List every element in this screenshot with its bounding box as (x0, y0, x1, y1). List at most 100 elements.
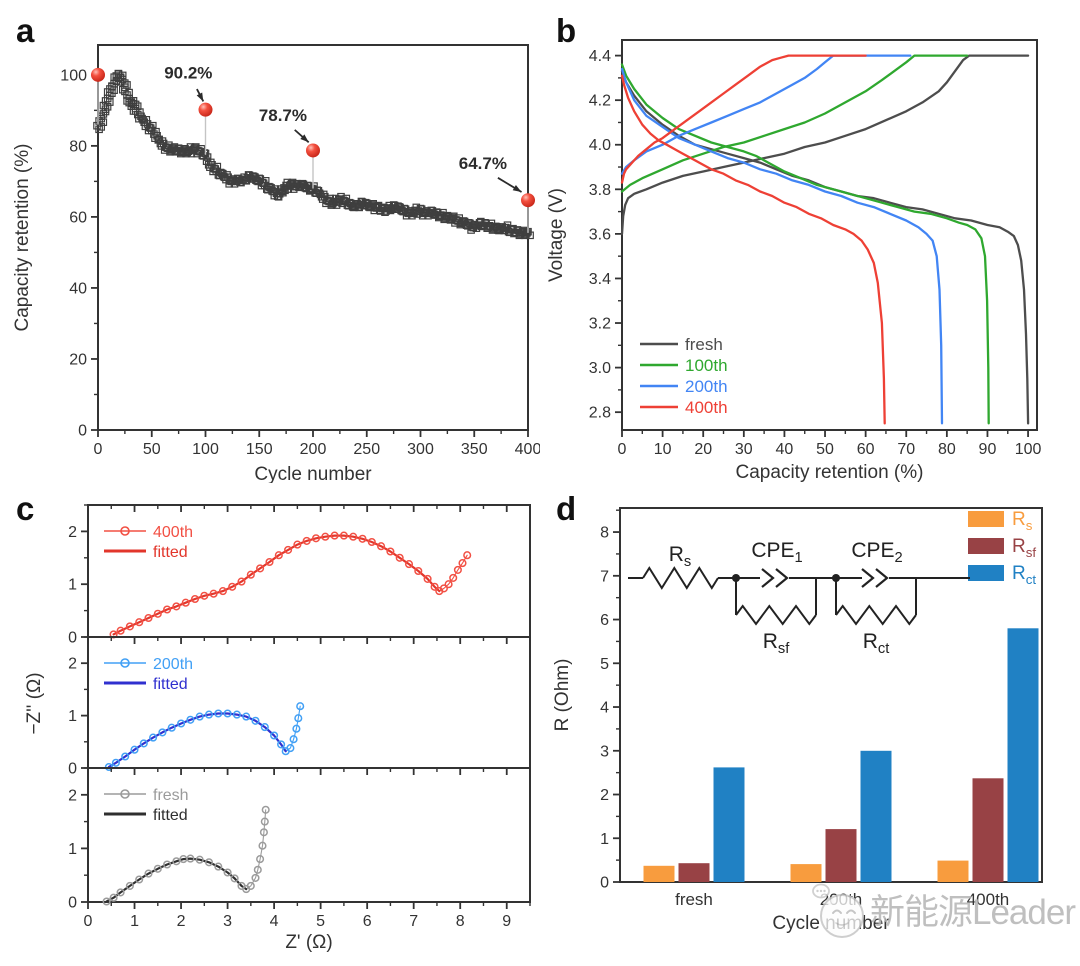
svg-text:CPE2: CPE2 (851, 539, 902, 566)
svg-text:400th: 400th (153, 524, 193, 541)
svg-text:64.7%: 64.7% (459, 154, 507, 173)
equivalent-circuit-inset: Rs CPE1 CPE2 Rsf Rct (628, 539, 970, 657)
svg-text:5: 5 (316, 913, 325, 930)
svg-text:Cycle number: Cycle number (772, 913, 890, 934)
svg-text:10: 10 (654, 441, 672, 458)
svg-text:30: 30 (735, 441, 753, 458)
panel-label-b: b (556, 12, 577, 49)
svg-text:2: 2 (68, 524, 77, 541)
nyquist-400th: 0 1 2 400th fitted (68, 504, 531, 647)
svg-text:fitted: fitted (153, 676, 188, 693)
panel-label-c: c (16, 490, 35, 527)
panel-c-axes: −Z'' (Ω) Z' (Ω) (24, 672, 333, 953)
svg-text:3: 3 (223, 913, 232, 930)
panel-d-legend: Rs Rsf Rct (968, 509, 1036, 587)
retention-annotations: 90.2% 78.7% 64.7% (164, 63, 523, 193)
svg-text:Capacity retention (%): Capacity retention (%) (736, 462, 924, 483)
svg-text:8: 8 (456, 913, 465, 930)
svg-text:4.4: 4.4 (589, 48, 611, 65)
svg-text:fitted: fitted (153, 544, 188, 561)
svg-text:80: 80 (938, 441, 956, 458)
svg-text:50: 50 (816, 441, 834, 458)
svg-text:fresh: fresh (675, 890, 713, 909)
svg-text:0: 0 (78, 423, 87, 440)
capacity-retention-scatter (93, 69, 534, 240)
svg-text:Voltage (V): Voltage (V) (546, 188, 567, 282)
svg-text:6: 6 (363, 913, 372, 930)
svg-text:90: 90 (979, 441, 997, 458)
svg-text:2: 2 (177, 913, 186, 930)
svg-text:2: 2 (68, 787, 77, 804)
svg-text:200th: 200th (153, 656, 193, 673)
svg-text:4.0: 4.0 (589, 137, 611, 154)
svg-text:40: 40 (776, 441, 794, 458)
svg-text:1: 1 (600, 831, 609, 848)
panel-label-d: d (556, 490, 577, 527)
resistance-bars (643, 628, 1039, 882)
svg-text:8: 8 (600, 525, 609, 542)
svg-text:Capacity retention (%): Capacity retention (%) (12, 144, 33, 332)
nyquist-200th: 0 1 2 200th fitted (68, 636, 531, 778)
svg-text:100th: 100th (685, 356, 728, 375)
svg-text:0: 0 (600, 875, 609, 892)
svg-text:Rct: Rct (1012, 563, 1036, 587)
svg-text:60: 60 (857, 441, 875, 458)
svg-text:4.2: 4.2 (589, 93, 611, 110)
svg-text:300: 300 (407, 441, 434, 458)
svg-text:Rsf: Rsf (763, 630, 791, 657)
svg-text:CPE1: CPE1 (751, 539, 802, 566)
svg-text:Rct: Rct (863, 630, 890, 657)
svg-text:80: 80 (69, 138, 87, 155)
svg-text:3: 3 (600, 743, 609, 760)
svg-text:Rs: Rs (669, 543, 692, 570)
svg-text:250: 250 (353, 441, 380, 458)
svg-text:100: 100 (192, 441, 219, 458)
svg-text:0: 0 (94, 441, 103, 458)
svg-text:100: 100 (1015, 441, 1042, 458)
svg-text:9: 9 (502, 913, 511, 930)
svg-text:1: 1 (68, 841, 77, 858)
svg-text:fresh: fresh (153, 787, 189, 804)
svg-text:400th: 400th (685, 398, 728, 417)
svg-text:R (Ohm): R (Ohm) (552, 659, 573, 732)
svg-text:1: 1 (68, 577, 77, 594)
svg-text:fitted: fitted (153, 807, 188, 824)
svg-text:4: 4 (600, 700, 609, 717)
svg-text:78.7%: 78.7% (259, 106, 307, 125)
svg-text:7: 7 (409, 913, 418, 930)
svg-text:3.4: 3.4 (589, 271, 611, 288)
svg-text:90.2%: 90.2% (164, 63, 212, 82)
panel-label-a: a (16, 12, 35, 49)
checkpoint-pin-markers (91, 67, 535, 233)
svg-text:0: 0 (84, 913, 93, 930)
svg-text:6: 6 (600, 612, 609, 629)
svg-text:2: 2 (600, 787, 609, 804)
svg-text:4: 4 (270, 913, 279, 930)
chart-resistance-bars: 0 1 2 3 4 5 6 7 8 Cycle number R (Ohm) fresh 200th 40… (552, 507, 1043, 934)
svg-text:7: 7 (600, 568, 609, 585)
svg-text:2: 2 (68, 656, 77, 673)
svg-text:200th: 200th (820, 890, 863, 909)
chart-nyquist-stack: −Z'' (Ω) Z' (Ω) 0 1 2 400th fitted 0 1 2 200th fitt… (24, 504, 531, 953)
svg-text:400th: 400th (967, 890, 1010, 909)
svg-text:200th: 200th (685, 377, 728, 396)
svg-text:Z' (Ω): Z' (Ω) (285, 932, 332, 953)
svg-text:5: 5 (600, 656, 609, 673)
svg-text:2.8: 2.8 (589, 405, 611, 422)
svg-text:Rsf: Rsf (1012, 536, 1036, 560)
svg-text:3.6: 3.6 (589, 226, 611, 243)
svg-text:1: 1 (130, 913, 139, 930)
svg-text:70: 70 (897, 441, 915, 458)
svg-text:50: 50 (143, 441, 161, 458)
svg-text:40: 40 (69, 280, 87, 297)
panel-a-axes: 0 50 100 150 200 250 300 350 400 0 20 40 60 80 100 Cycl… (12, 44, 540, 483)
svg-text:3.2: 3.2 (589, 316, 611, 333)
category-labels: fresh 200th 400th (675, 890, 1009, 909)
svg-text:150: 150 (246, 441, 273, 458)
svg-text:200: 200 (300, 441, 327, 458)
svg-text:400: 400 (515, 441, 540, 458)
svg-text:20: 20 (69, 351, 87, 368)
panel-b-legend: fresh 100th 200th 400th (640, 335, 728, 417)
svg-text:60: 60 (69, 209, 87, 226)
